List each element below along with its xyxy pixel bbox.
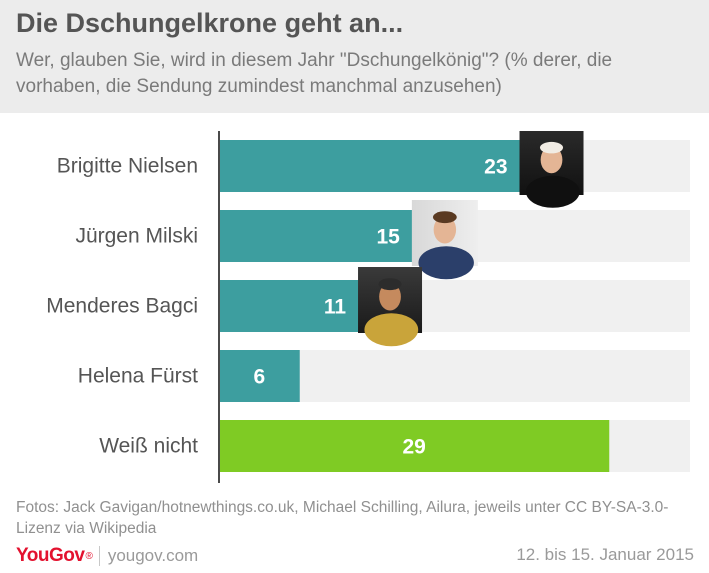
brand-divider (98, 546, 100, 566)
site-link[interactable]: yougov.com (107, 546, 199, 565)
portrait-face (379, 282, 401, 311)
bar (219, 140, 529, 192)
portrait-shoulders (525, 175, 580, 208)
portrait-hair (539, 141, 564, 154)
portrait-image (358, 267, 423, 347)
portrait-shoulders (364, 313, 419, 347)
bar-chart: Brigitte Nielsen 23 Jürgen Milski 15 Mendere… (46, 131, 690, 483)
value-label: 15 (376, 226, 400, 249)
portrait-image (519, 131, 584, 208)
portrait-face (433, 215, 457, 244)
bar (219, 210, 421, 262)
chart-header: Die Dschungelkrone geht an... Wer, glaub… (0, 0, 709, 113)
value-label: 6 (254, 366, 266, 389)
category-label: Brigitte Nielsen (57, 155, 198, 178)
bar (219, 420, 610, 472)
photo-credits: Fotos: Jack Gavigan/hotnewthings.co.uk, … (16, 499, 669, 537)
value-label: 23 (484, 156, 507, 179)
chart-footer: Fotos: Jack Gavigan/hotnewthings.co.uk, … (0, 493, 709, 573)
bar (219, 280, 368, 332)
category-label: Menderes Bagci (46, 295, 198, 318)
chart-title: Die Dschungelkrone geht an... (16, 8, 404, 38)
portrait-face (540, 146, 563, 174)
portrait-hair (432, 211, 457, 224)
portrait-shoulders (418, 246, 474, 280)
chart-subtitle: Wer, glauben Sie, wird in diesem Jahr "D… (16, 50, 613, 97)
bar (219, 350, 300, 402)
survey-date: 12. bis 15. Januar 2015 (516, 545, 694, 564)
value-label: 11 (324, 296, 347, 319)
category-label: Weiß nicht (99, 435, 198, 458)
registered-mark-icon: ® (85, 550, 93, 562)
value-label: 29 (402, 436, 425, 459)
portrait-hair (378, 278, 402, 291)
portrait-image (411, 200, 478, 280)
yougov-logo: YouGov (16, 545, 85, 566)
category-label: Helena Fürst (78, 365, 198, 388)
category-label: Jürgen Milski (75, 225, 198, 248)
brand-row: YouGov ® yougov.com (16, 543, 198, 569)
